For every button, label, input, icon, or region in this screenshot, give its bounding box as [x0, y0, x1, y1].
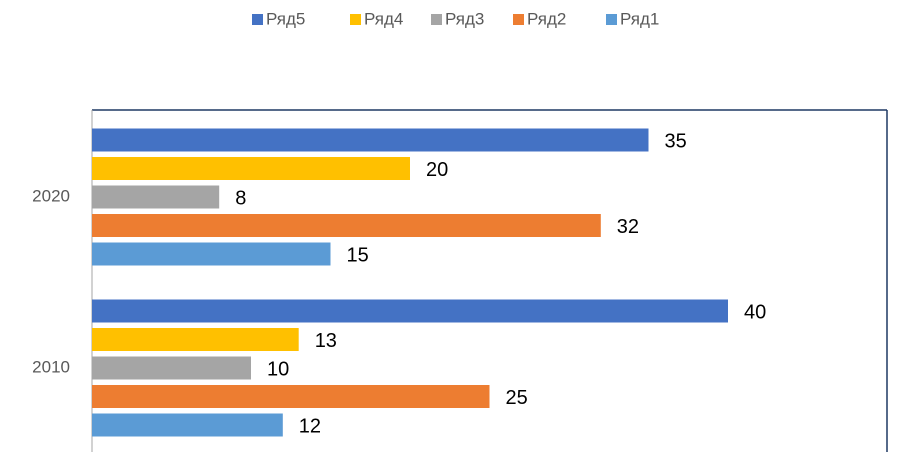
legend-swatch [252, 14, 263, 25]
data-label: 20 [426, 159, 448, 181]
legend-swatch [431, 14, 442, 25]
legend-label: Ряд1 [620, 9, 659, 28]
bar [92, 185, 220, 209]
bar [92, 299, 728, 323]
legend-swatch [606, 14, 617, 25]
legend-label: Ряд4 [364, 9, 403, 28]
bar [92, 128, 649, 152]
category-label: 2010 [32, 357, 70, 376]
data-label: 13 [315, 330, 337, 352]
data-label: 15 [347, 244, 369, 266]
data-label: 35 [665, 130, 687, 152]
category-label: 2020 [32, 186, 70, 205]
bar [92, 214, 601, 237]
legend-swatch [350, 14, 361, 25]
data-label: 8 [235, 187, 246, 209]
data-label: 25 [506, 387, 528, 409]
data-label: 40 [744, 301, 766, 323]
bar [92, 385, 490, 408]
data-label: 32 [617, 216, 639, 238]
legend-label: Ряд5 [266, 9, 305, 28]
bar [92, 157, 410, 180]
bar [92, 413, 283, 437]
data-label: 12 [299, 415, 321, 437]
bar [92, 242, 331, 266]
bar [92, 356, 251, 380]
bar [92, 328, 299, 351]
legend-label: Ряд2 [527, 9, 566, 28]
data-label: 10 [267, 358, 289, 380]
legend-swatch [513, 14, 524, 25]
legend-label: Ряд3 [445, 9, 484, 28]
